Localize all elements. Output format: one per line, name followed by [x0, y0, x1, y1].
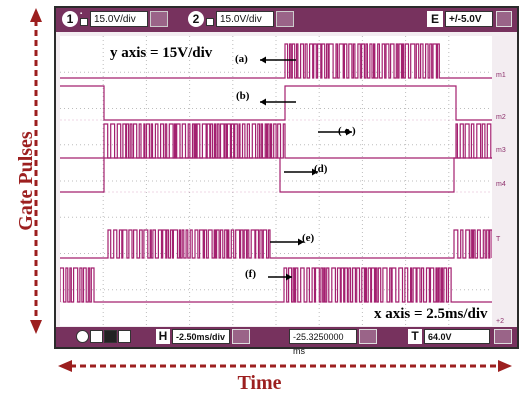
- channel1-checkbox[interactable]: [80, 18, 88, 26]
- waveform-plot: y axis = 15V/div x axis = 2.5ms/div (a) …: [59, 36, 493, 326]
- waveform-canvas: [59, 36, 493, 326]
- marker-trigger[interactable]: T: [496, 236, 501, 243]
- time-label: Time: [237, 372, 282, 394]
- trace-b: [60, 85, 492, 121]
- channel1-coupling-icon[interactable]: [150, 11, 168, 27]
- screen-icon[interactable]: [118, 330, 131, 343]
- position-arrows-icon[interactable]: [359, 329, 377, 344]
- trace-tag-e: (e): [302, 232, 315, 244]
- trace-tag-c: ( c ): [338, 125, 356, 137]
- channel2-coupling-icon[interactable]: [276, 11, 294, 27]
- channel1-scale[interactable]: 15.0V/div: [90, 11, 148, 27]
- arrow-c-head: [346, 128, 352, 136]
- trace-a: [60, 43, 492, 79]
- trace-d: [60, 157, 492, 193]
- horizontal-wave-icon[interactable]: [232, 329, 250, 344]
- channel2-scale[interactable]: 15.0V/div: [216, 11, 274, 27]
- channel1-indicator-icon: ▪: [80, 11, 83, 17]
- trigger-level[interactable]: 64.0V: [424, 329, 490, 344]
- trace-c: [60, 123, 492, 159]
- marker-m4[interactable]: m4: [496, 181, 506, 188]
- marker-m1[interactable]: m1: [496, 72, 506, 79]
- trigger-badge: T: [408, 329, 422, 344]
- record-icon[interactable]: [76, 330, 89, 343]
- marker-strip: m1 m2 m3 m4 T +2: [494, 36, 517, 326]
- trace-e: [60, 229, 493, 259]
- channel2-number: 2: [188, 11, 204, 27]
- extra-badge: E: [427, 11, 443, 27]
- time-position[interactable]: -25.3250000 ms: [289, 329, 357, 356]
- trace-tag-d: (d): [314, 163, 328, 175]
- extra-range-value[interactable]: +/-5.0V: [445, 11, 493, 27]
- channel1-number: 1: [62, 11, 78, 27]
- cursor-icon[interactable]: [104, 330, 117, 343]
- arrow-d-head: [312, 168, 318, 176]
- extra-spinner-icon[interactable]: [496, 11, 512, 27]
- channel2-checkbox[interactable]: [206, 18, 214, 26]
- stop-icon[interactable]: [90, 330, 103, 343]
- marker-plus2[interactable]: +2: [496, 318, 504, 325]
- gate-pulses-label: Gate Pulses: [15, 131, 37, 231]
- scope-top-bar: 1 ▪ 15.0V/div 2 15.0V/div E +/-5.0V: [56, 8, 517, 32]
- oscilloscope-screen: 1 ▪ 15.0V/div 2 15.0V/div E +/-5.0V y ax…: [54, 6, 519, 356]
- scope-bottom-bar: H -2.50ms/div -25.3250000 ms T 64.0V: [56, 327, 517, 356]
- arrow-a-head: [260, 56, 266, 64]
- arrow-b-head: [260, 98, 266, 106]
- trigger-spinner-icon[interactable]: [494, 329, 512, 344]
- x-axis-note: x axis = 2.5ms/div: [374, 306, 488, 322]
- arrow-e-head: [298, 238, 304, 246]
- arrow-f-head: [286, 273, 292, 281]
- marker-m2[interactable]: m2: [496, 114, 506, 121]
- trace-f: [59, 267, 492, 303]
- trace-tag-f: (f): [245, 268, 256, 280]
- marker-m3[interactable]: m3: [496, 147, 506, 154]
- horizontal-badge: H: [156, 329, 170, 344]
- trace-tag-b: (b): [236, 90, 250, 102]
- y-axis-note: y axis = 15V/div: [110, 45, 213, 61]
- horizontal-scale[interactable]: -2.50ms/div: [172, 329, 230, 344]
- trace-tag-a: (a): [235, 53, 248, 65]
